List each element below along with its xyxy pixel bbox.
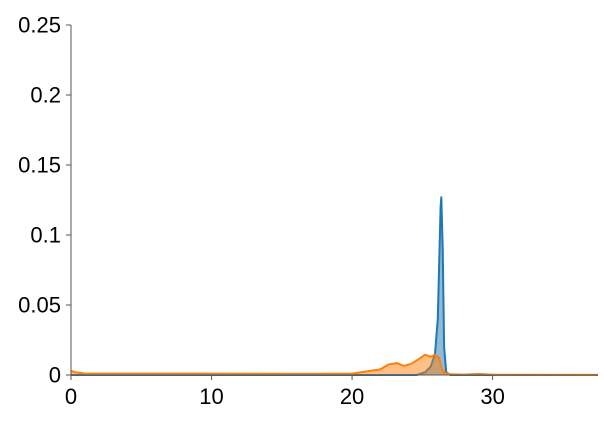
y-tick-label: 0.15	[18, 153, 61, 178]
series-0-area	[71, 197, 598, 375]
x-tick-label: 30	[480, 384, 504, 409]
y-tick-label: 0.05	[18, 293, 61, 318]
x-tick-label: 20	[340, 384, 364, 409]
series-0-line	[71, 196, 598, 376]
series-1-area	[71, 354, 598, 375]
y-tick-label: 0.25	[18, 13, 61, 38]
y-tick-label: 0.1	[30, 223, 61, 248]
y-tick-label: 0.2	[30, 83, 61, 108]
y-axis: 0 0.05 0.1 0.15 0.2 0.25	[18, 13, 71, 388]
y-tick-label: 0	[49, 363, 61, 388]
x-tick-label: 10	[199, 384, 223, 409]
series-1-line	[70, 353, 599, 376]
x-axis: 0 10 20 30	[65, 375, 505, 409]
plot-area	[70, 196, 599, 376]
x-tick-label: 0	[65, 384, 77, 409]
